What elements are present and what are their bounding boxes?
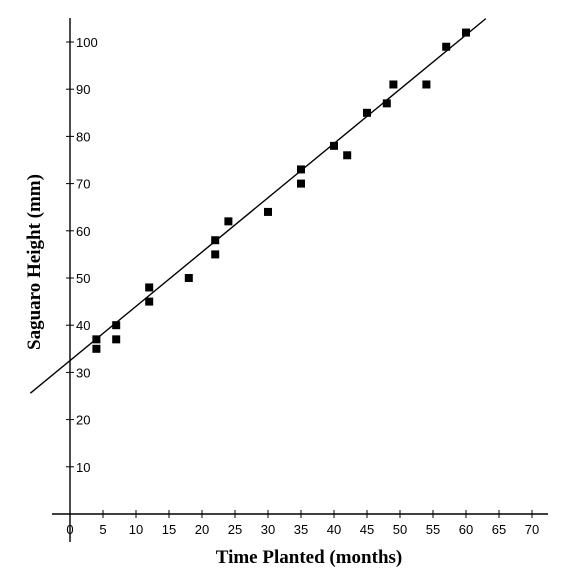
data-point: [462, 28, 470, 37]
data-point: [211, 236, 220, 245]
y-axis-title: Saguaro Height (mm): [24, 174, 45, 350]
data-point: [92, 344, 101, 353]
x-tick-label: 10: [129, 522, 143, 537]
y-tick-label: 20: [76, 413, 90, 428]
x-tick-label: 70: [525, 522, 539, 537]
y-tick-label: 30: [76, 365, 90, 380]
x-tick-label: 55: [426, 522, 440, 537]
trend-line: [29, 18, 487, 394]
x-tick-label: 15: [162, 522, 176, 537]
data-point: [92, 335, 101, 344]
y-tick-label: 70: [76, 177, 90, 192]
data-point: [363, 108, 371, 117]
data-point: [442, 42, 451, 51]
x-tick-label: 35: [294, 522, 308, 537]
y-tick-label: 40: [76, 318, 90, 333]
data-point: [112, 321, 121, 330]
y-tick-label: 50: [76, 271, 90, 286]
data-point: [264, 207, 272, 216]
x-tick-label: 65: [492, 522, 506, 537]
data-point: [211, 250, 220, 259]
y-tick-label: 100: [76, 35, 98, 50]
data-point: [145, 283, 154, 292]
x-tick-label: 30: [261, 522, 275, 537]
data-point: [297, 179, 305, 188]
data-point: [343, 151, 352, 160]
data-point: [422, 80, 431, 89]
x-tick-label: 50: [393, 522, 407, 537]
x-tick-label: 5: [99, 522, 106, 537]
trend-line-group: [29, 18, 487, 394]
ticks: 10 20 30 40 50 60 70 80 90 100 0 5 10 15 20 25 30 35 40 45 5…: [66, 35, 539, 537]
data-points: [92, 28, 470, 353]
y-tick-label: 90: [76, 82, 90, 97]
y-tick-label: 80: [76, 129, 90, 144]
data-point: [224, 217, 233, 226]
data-point: [112, 335, 121, 344]
x-axis-title: Time Planted (months): [216, 547, 402, 568]
x-tick-label: 25: [228, 522, 242, 537]
data-point: [145, 297, 154, 306]
data-point: [382, 99, 391, 108]
data-point: [184, 274, 193, 282]
x-tick-label: 60: [459, 522, 473, 537]
x-tick-label: 0: [66, 522, 73, 537]
data-point: [297, 165, 305, 174]
x-tick-label: 40: [327, 522, 341, 537]
x-tick-label: 20: [195, 522, 209, 537]
x-tick-label: 45: [360, 522, 374, 537]
axes: [52, 18, 548, 542]
y-tick-label: 60: [76, 224, 90, 239]
y-tick-label: 10: [76, 460, 90, 475]
data-point: [330, 141, 338, 150]
data-point: [389, 80, 398, 89]
